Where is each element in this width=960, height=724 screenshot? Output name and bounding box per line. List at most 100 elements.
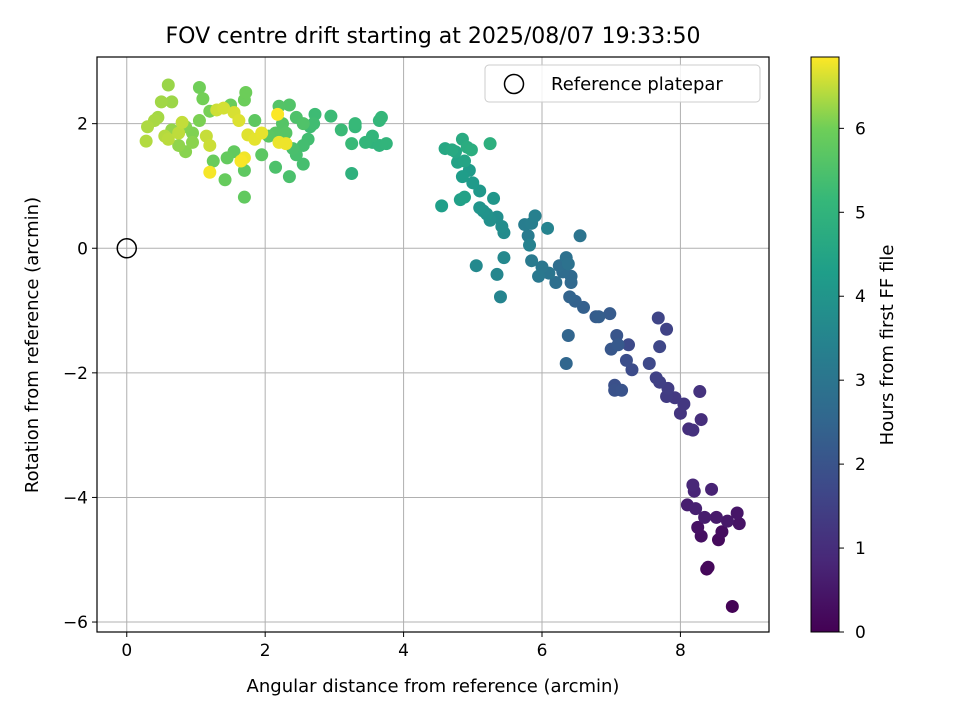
grid-lines [97,57,769,632]
data-point [307,117,321,131]
data-point [217,101,231,115]
y-tick-label: −6 [63,613,88,633]
data-point [525,254,539,268]
data-point [464,143,478,157]
data-point [345,166,359,180]
y-axis-ticks: −6 −4 −2 0 2 [63,115,97,633]
data-point [161,132,175,146]
data-point [203,138,217,152]
data-point [561,328,575,342]
data-point [563,290,577,304]
data-point [239,86,253,100]
data-point [141,120,155,134]
data-point [660,322,674,336]
data-point [435,199,449,213]
data-point [705,482,719,496]
x-tick-label: 6 [537,641,548,661]
data-point [611,338,625,352]
data-point [653,340,667,354]
data-point [487,191,501,205]
data-point [234,154,248,168]
data-point [334,123,348,137]
data-point [725,599,739,613]
x-axis-ticks: 0 2 4 6 8 [121,632,686,661]
plot-frame [96,56,770,633]
data-point [279,137,293,151]
data-point [541,221,555,235]
data-point [561,257,575,271]
data-point [625,363,639,377]
data-point [469,259,483,273]
data-point [720,514,734,528]
data-point [622,338,636,352]
colorbar-tick-label: 1 [855,539,866,559]
data-point [483,137,497,151]
data-point [532,269,546,283]
x-tick-label: 0 [121,641,132,661]
data-point [186,135,200,149]
data-point [730,506,744,520]
y-tick-label: 0 [77,239,88,259]
data-point [192,114,206,128]
data-point [689,502,703,516]
data-point [490,267,504,281]
legend-entry-label: Reference platepar [551,74,723,95]
data-point [549,276,563,290]
data-point [374,110,388,124]
data-point [296,117,310,131]
colorbar-ticks: 0 1 2 3 4 5 6 [839,119,866,643]
data-point [701,560,715,574]
data-point [592,310,606,324]
data-point [455,170,469,184]
data-point [282,98,296,112]
y-tick-label: 2 [77,115,88,135]
legend-marker-icon [503,73,525,95]
data-point [324,109,338,123]
data-point [528,209,542,223]
reference-marker [116,238,138,259]
data-point [445,143,459,157]
x-axis-label: Angular distance from reference (arcmin) [247,676,620,697]
data-point [255,148,269,162]
data-point [206,154,220,168]
colorbar: 0 1 2 3 4 5 6 Hours from first FF file [810,56,898,643]
data-point [348,117,362,131]
data-point [175,115,189,129]
data-point [237,190,251,204]
data-point [693,385,707,399]
legend-box [484,64,761,103]
data-point [619,353,633,367]
data-point [161,78,175,92]
colorbar-gradient [811,57,839,632]
data-point [248,114,262,128]
data-point [457,190,471,204]
data-point [651,311,665,325]
data-point [466,176,480,190]
colorbar-label: Hours from first FF file [877,245,898,446]
data-point [603,307,617,321]
data-point [732,517,746,531]
colorbar-tick-label: 2 [855,455,866,475]
data-point [686,423,700,437]
data-point [192,81,206,95]
data-point [232,114,246,128]
data-point [172,126,186,140]
data-point [269,160,283,174]
x-tick-label: 2 [260,641,271,661]
data-point [271,107,285,121]
x-tick-label: 8 [675,641,686,661]
data-point [296,157,310,171]
data-point [296,138,310,152]
data-point [686,478,700,492]
y-axis-label: Rotation from reference (arcmin) [22,197,43,493]
data-point [218,173,232,187]
colorbar-tick-label: 6 [855,119,866,139]
data-point [691,520,705,534]
data-point [279,126,293,140]
data-point [255,126,269,140]
y-tick-label: −2 [63,364,88,384]
data-point [359,135,373,149]
data-point [642,357,656,371]
